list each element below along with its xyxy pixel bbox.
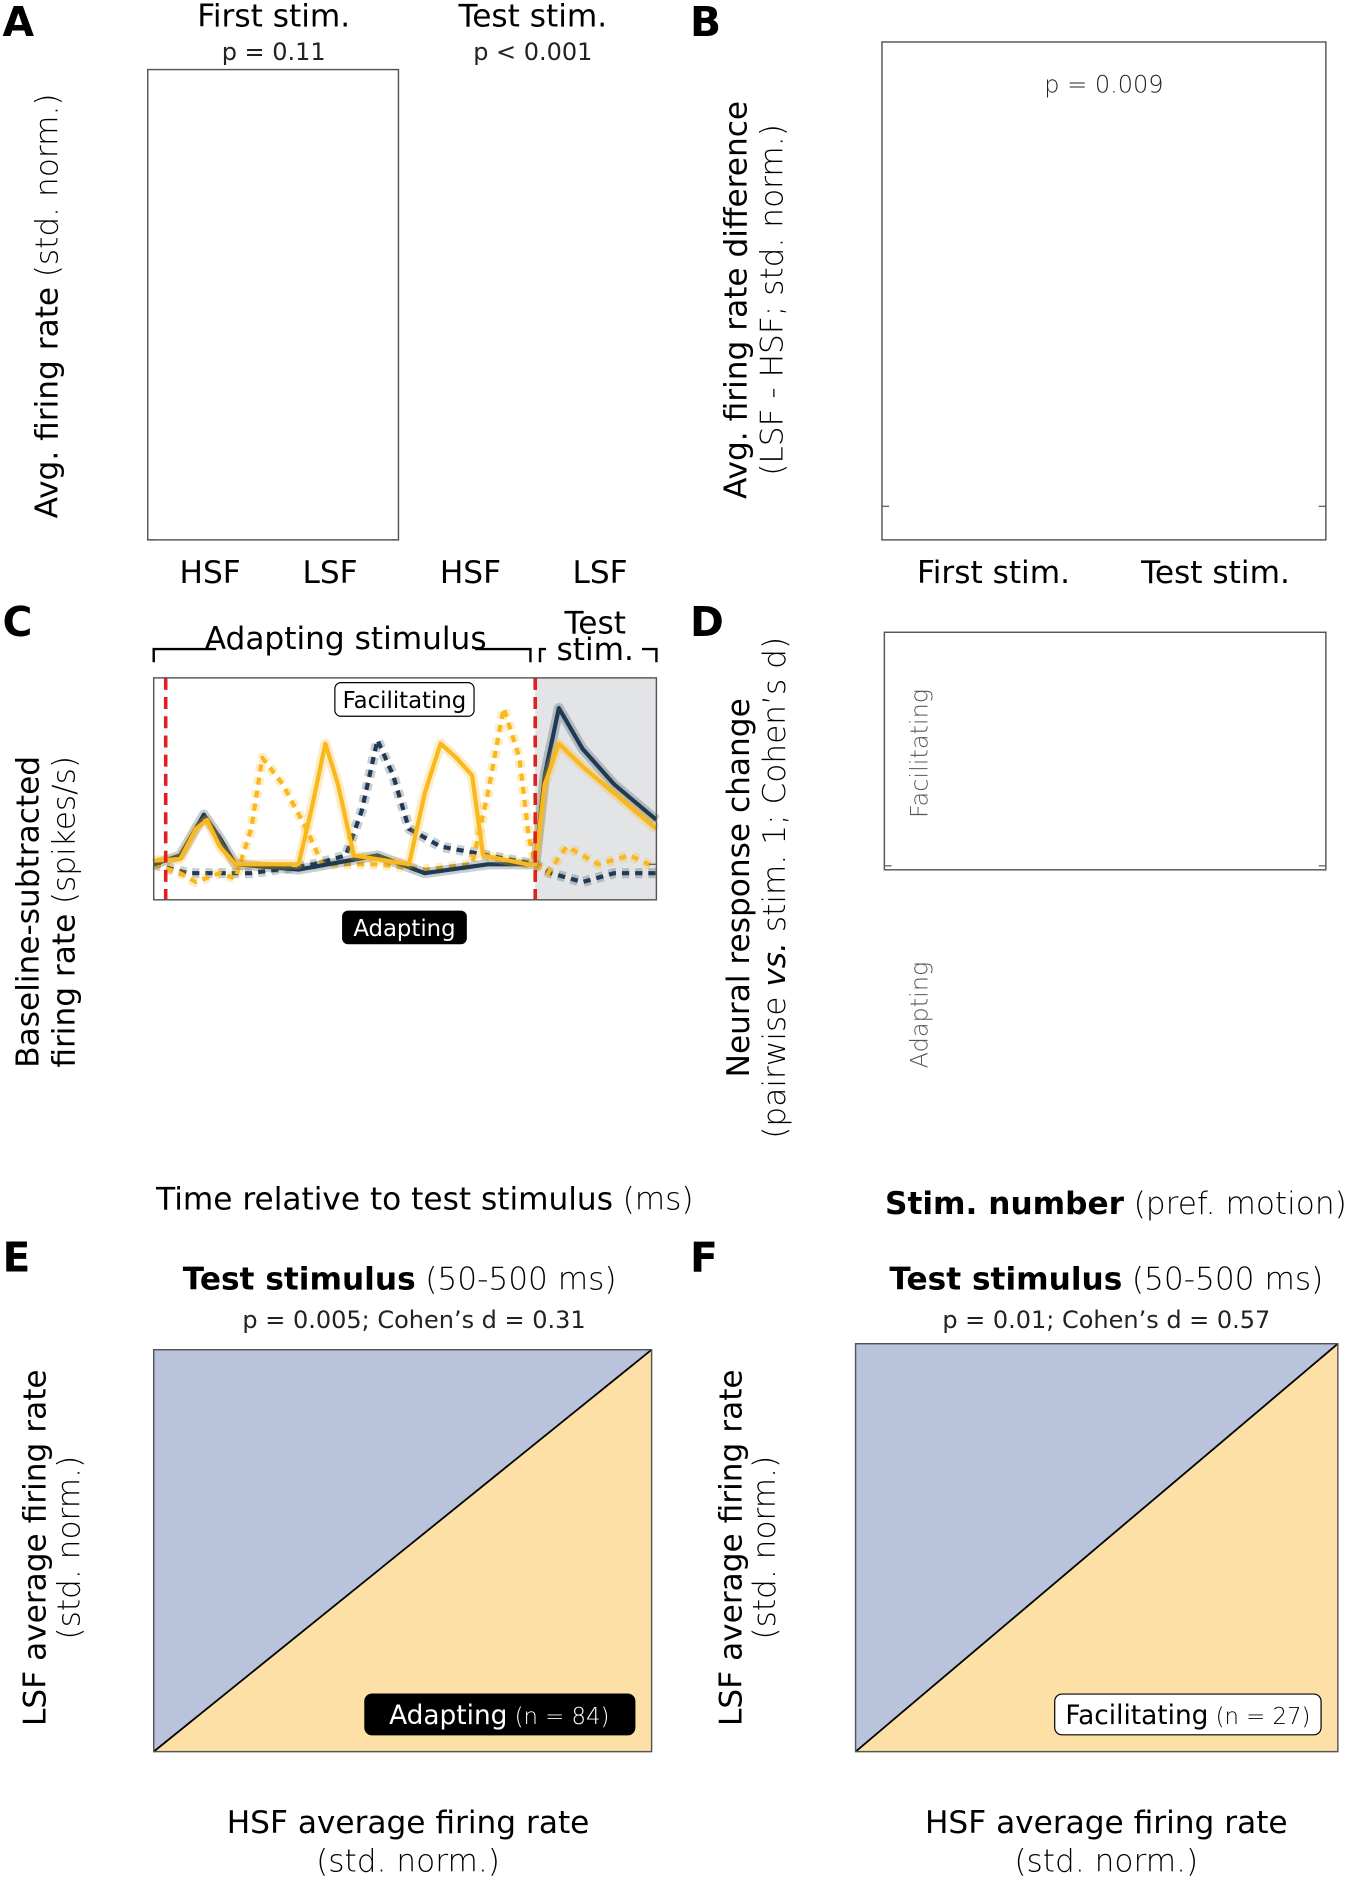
- b-xtick-test: Test stim.: [1140, 555, 1290, 591]
- b-ylabel: Avg. firing rate difference: [718, 101, 754, 499]
- e-legend-group: Adapting: [389, 1701, 507, 1731]
- f-title: Test stimulus (50-500 ms): [889, 1262, 1323, 1298]
- f-axes: [854, 1342, 1339, 1753]
- a-ylabel: Avg. firing rate (std. norm.): [30, 93, 66, 518]
- panel-label-b: B: [690, 0, 721, 46]
- c-facilitating-label: Facilitating: [343, 688, 467, 714]
- plots: [146, 41, 1339, 1753]
- d-adapting-label: Adapting: [906, 962, 934, 1069]
- e-unity-line: [153, 1349, 653, 1753]
- panel-label-e: E: [3, 1234, 31, 1282]
- c-test-epoch: Test: [564, 605, 626, 641]
- e-title: Test stimulus (50-500 ms): [183, 1262, 617, 1298]
- f-unity-line: [854, 1343, 1339, 1753]
- d-xlabel-main: Stim. number: [885, 1186, 1125, 1222]
- a-group2-title: Test stim.: [457, 0, 607, 34]
- c-ylabel-unit: (spikes/s): [47, 756, 83, 904]
- e-subtitle: p = 0.005; Cohen’s d = 0.31: [242, 1306, 585, 1334]
- f-legend-group: Facilitating: [1065, 1701, 1208, 1731]
- f-title-main: Test stimulus: [889, 1262, 1122, 1298]
- c-test-bracket: [538, 647, 658, 663]
- d-ylabel: Neural response change: [721, 698, 757, 1077]
- panel-label-c: C: [3, 598, 33, 646]
- f-ylabel: LSF average firing rate: [714, 1369, 750, 1726]
- e-ylabel: LSF average firing rate: [18, 1369, 54, 1726]
- panel-label-d: D: [690, 598, 724, 646]
- a-ylabel-paren: (std. norm.): [30, 93, 66, 277]
- d-ylabel2-b: stim. 1; Cohen’s d): [757, 637, 793, 942]
- a-xtick: LSF: [572, 555, 627, 591]
- a-xtick: HSF: [440, 555, 501, 591]
- c-test-epoch: stim.: [556, 632, 633, 668]
- c-hsf-solid-trace: [153, 741, 658, 867]
- c-hsf-dashed-trace: [153, 705, 658, 885]
- d-xlabel: Stim. number (pref. motion): [885, 1186, 1347, 1222]
- e-legend-box: [364, 1693, 636, 1736]
- a-xtick: LSF: [303, 555, 358, 591]
- f-xlabel2: (std. norm.): [1014, 1844, 1198, 1880]
- e-legend-label: Adapting (n = 84): [389, 1701, 609, 1731]
- b-xtick-first: First stim.: [917, 555, 1070, 591]
- a-ylabel-main: Avg. firing rate: [30, 287, 66, 519]
- e-axes: [152, 1348, 653, 1753]
- c-adapting-label-box: [342, 910, 467, 945]
- d-ylabel2-a: (pairwise: [757, 987, 793, 1139]
- a-group1-title: First stim.: [197, 0, 350, 34]
- b-ylabel2: (LSF - HSF; std. norm.): [754, 124, 790, 476]
- a-group1-p: p = 0.11: [222, 38, 326, 66]
- e-xlabel: HSF average firing rate: [227, 1805, 590, 1841]
- c-ylabel: Baseline-subtracted: [11, 756, 47, 1068]
- d-xlabel-paren: (pref. motion): [1134, 1186, 1347, 1222]
- c-axes: [152, 677, 658, 901]
- c-adapting-epoch: Adapting stimulus: [205, 621, 487, 657]
- e-ylabel2: (std. norm.): [51, 1456, 87, 1640]
- f-title-paren: (50-500 ms): [1132, 1262, 1323, 1298]
- c-xlabel-unit: (ms): [623, 1181, 694, 1217]
- f-legend-label: Facilitating (n = 27): [1065, 1701, 1310, 1731]
- c-ylabel2-main: firing rate: [47, 914, 83, 1068]
- panel-label-f: F: [690, 1234, 718, 1282]
- f-legend-box: [1054, 1693, 1322, 1736]
- f-subtitle: p = 0.01; Cohen’s d = 0.57: [942, 1306, 1270, 1334]
- panel-label-a: A: [3, 0, 35, 46]
- a-xtick: HSF: [180, 555, 241, 591]
- b-axes: [881, 41, 1327, 541]
- c-facilitating-label-box: [334, 682, 475, 717]
- c-adapting-label: Adapting: [353, 916, 455, 942]
- d-facilitating-label: Facilitating: [906, 689, 934, 818]
- e-title-main: Test stimulus: [183, 1262, 416, 1298]
- c-xlabel-main: Time relative to test stimulus: [155, 1181, 613, 1217]
- e-xlabel2: (std. norm.): [316, 1844, 500, 1880]
- c-ylabel2: firing rate (spikes/s): [47, 756, 83, 1068]
- c-xlabel: Time relative to test stimulus (ms): [155, 1181, 693, 1217]
- e-legend-n: (n = 84): [515, 1704, 610, 1730]
- d-ylabel2: (pairwise vs. stim. 1; Cohen’s d): [757, 637, 793, 1139]
- b-pvalue: p = 0.009: [1044, 70, 1163, 98]
- a-group2-p: p < 0.001: [473, 38, 592, 66]
- d-ylabel2-vs: vs.: [757, 942, 793, 987]
- a-axes: [146, 68, 400, 541]
- f-ylabel2: (std. norm.): [747, 1456, 783, 1640]
- d-axes: [883, 631, 1327, 871]
- f-legend-n: (n = 27): [1216, 1704, 1311, 1730]
- f-xlabel: HSF average firing rate: [925, 1805, 1288, 1841]
- c-adapting-bracket: [152, 647, 532, 663]
- e-title-paren: (50-500 ms): [425, 1262, 616, 1298]
